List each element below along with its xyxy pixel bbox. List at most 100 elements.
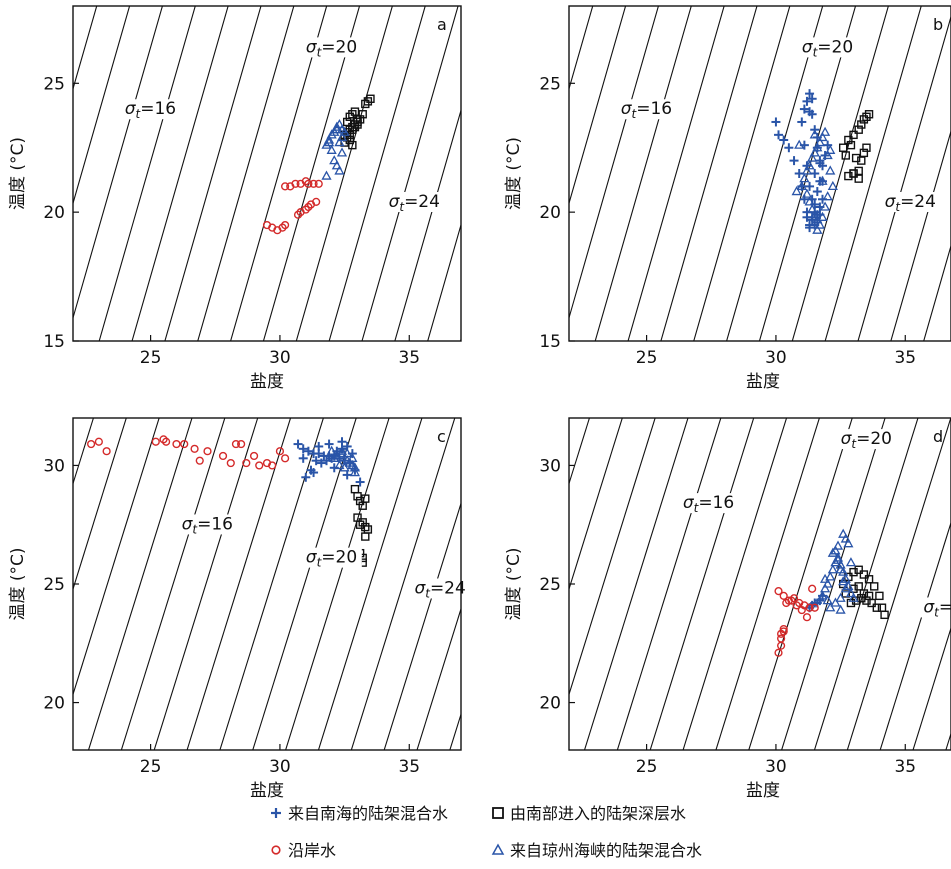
isopycnal-line [912, 626, 951, 750]
point-triangle [326, 144, 337, 154]
point-square [355, 520, 365, 529]
point-square [353, 115, 362, 124]
point-triangle [344, 457, 355, 467]
point-triangle [339, 462, 350, 472]
isopycnal-label: σt=24 [919, 597, 951, 619]
point-plus [342, 470, 352, 480]
point-triangle [817, 175, 828, 185]
isopycnal-line [252, 418, 357, 750]
isopycnal-label: σt=20 [797, 37, 858, 59]
point-triangle [835, 564, 846, 574]
point-square [862, 112, 871, 122]
isopycnal-line [274, 371, 407, 798]
isopycnal-line [569, 418, 591, 486]
point-triangle [819, 201, 831, 211]
point-square [358, 518, 367, 527]
point-square [859, 115, 869, 124]
point-square [348, 110, 357, 119]
point-square [854, 166, 863, 176]
point-triangle [336, 147, 348, 157]
isopycnal-label: σt=16 [177, 514, 238, 536]
point-triangle [799, 173, 810, 183]
isopycnal-line [241, 371, 374, 798]
point-square [859, 589, 869, 598]
plot-frame [568, 417, 951, 751]
point-triangle [845, 587, 857, 598]
point-triangle [336, 445, 348, 455]
point-square [366, 94, 375, 103]
x-tick-label: 35 [894, 757, 916, 777]
point-plus [298, 453, 308, 463]
point-triangle [819, 126, 831, 136]
svg-text:σt=16: σt=16 [125, 99, 176, 121]
point-triangle [843, 538, 854, 548]
isopycnal-label: σt=16 [120, 99, 181, 121]
y-tick-label: 25 [43, 74, 65, 94]
isopycnal-line [416, 607, 461, 750]
point-plus [309, 468, 319, 478]
plot-frame [72, 5, 462, 342]
point-triangle [825, 571, 836, 581]
point-square [348, 140, 357, 150]
point-plus [789, 156, 799, 166]
point-circle [237, 439, 246, 449]
panel-b: σt=20 σt=16 σt=24 b 25 30 35 15 20 25 盐度 温度 (°C) [186, 0, 951, 393]
point-square [870, 582, 879, 591]
point-triangle [825, 165, 836, 175]
point-triangle [822, 595, 833, 605]
point-triangle [835, 592, 846, 602]
isopycnal-line [942, 0, 951, 393]
isopycnal-line [594, 6, 692, 341]
point-square [851, 153, 861, 163]
point-square [841, 151, 850, 160]
point-triangle [822, 578, 833, 588]
point-triangle [791, 186, 802, 196]
point-triangle [329, 452, 340, 462]
point-square [854, 565, 863, 574]
point-plus [779, 135, 789, 145]
isopycnal-line [923, 243, 951, 341]
point-triangle [329, 155, 340, 165]
isopycnal-label: σt=16 [678, 493, 739, 515]
isopycnal-line [328, 6, 426, 341]
panel-letter: b [933, 15, 943, 34]
isopycnal-line [569, 6, 659, 320]
point-plus [321, 456, 331, 466]
point-square [859, 148, 869, 158]
y-tick-label: 15 [539, 332, 561, 352]
x-tick-label: 30 [765, 348, 787, 368]
point-square [864, 591, 874, 601]
isopycnal-line [468, 371, 601, 798]
point-triangle [835, 559, 846, 569]
point-circle [275, 447, 285, 456]
isopycnal-line [186, 0, 312, 393]
x-axis-title: 盐度 [250, 781, 284, 801]
x-tick-label: 35 [894, 348, 916, 368]
isopycnal-line [73, 418, 95, 486]
point-square [361, 99, 370, 109]
point-triangle [342, 448, 353, 458]
isopycnal-lines [186, 0, 951, 393]
point-triangle [838, 528, 849, 538]
point-triangle [321, 139, 332, 149]
point-triangle [814, 219, 826, 229]
point-triangle [832, 554, 844, 564]
point-triangle [804, 196, 815, 206]
point-circle [787, 596, 796, 605]
point-square [857, 594, 866, 603]
point-circle [226, 458, 235, 468]
point-triangle [825, 144, 836, 154]
point-triangle [323, 134, 335, 144]
isopycnal-label: σt=24 [384, 192, 445, 214]
point-triangle [334, 165, 345, 175]
point-triangle [336, 448, 348, 458]
x-axis-title: 盐度 [250, 372, 284, 392]
point-square [857, 156, 866, 165]
svg-text:σt=20: σt=20 [841, 429, 892, 451]
legend-label: 沿岸水 [288, 841, 336, 860]
point-square [363, 97, 373, 106]
point-circle [779, 627, 788, 636]
isopycnal-lines [73, 371, 601, 798]
point-plus [774, 130, 784, 140]
